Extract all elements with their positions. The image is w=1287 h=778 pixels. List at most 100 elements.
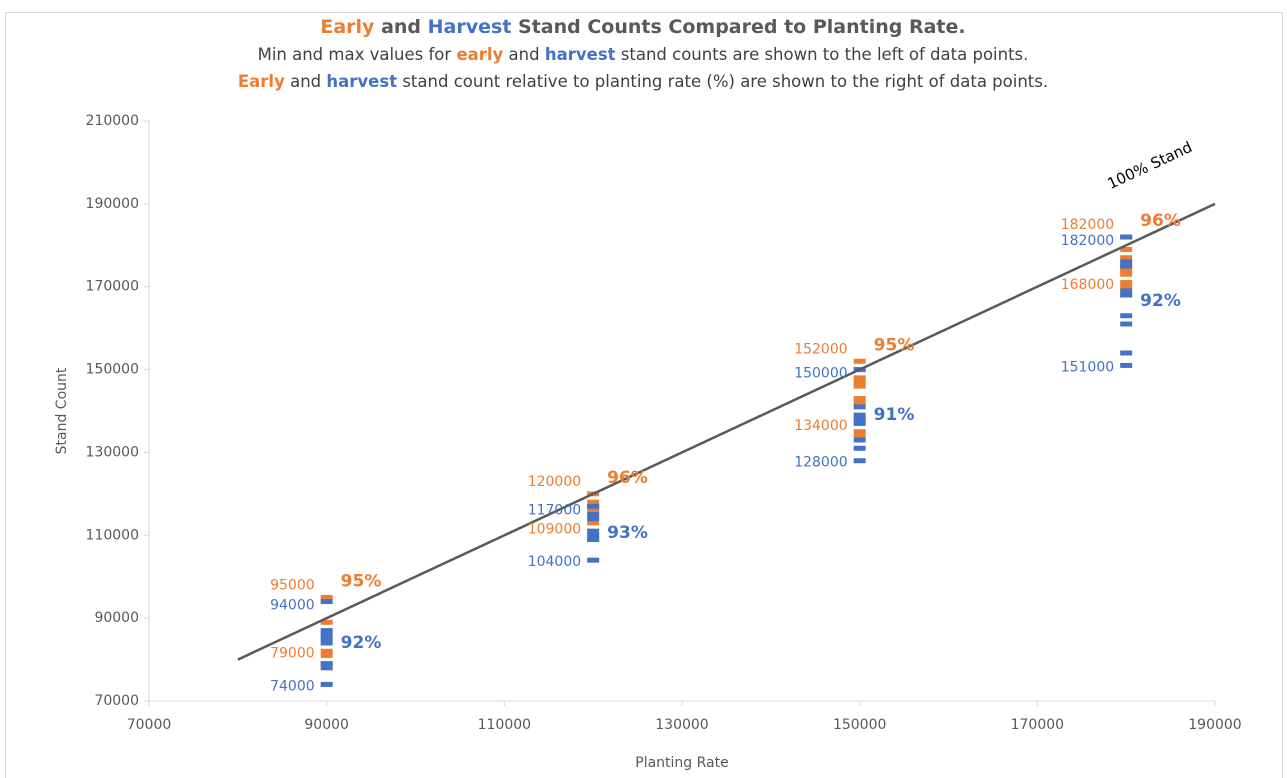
point [853,416,866,422]
point [853,458,866,464]
subtitle-rest: stand counts are shown to the left of da… [616,45,1029,64]
x-tick-label: 70000 [127,717,172,733]
point [853,375,866,381]
point [320,661,333,667]
harvest-pct-label: 92% [341,633,382,653]
point [587,532,600,538]
subtitle-early: early [456,45,503,64]
point [1120,313,1133,319]
point [320,652,333,658]
early-min-label: 79000 [270,646,315,662]
harvest-min-label: 151000 [1061,359,1114,375]
subtitle-rest: stand count relative to planting rate (%… [397,72,1048,91]
harvest-max-label: 94000 [270,598,315,614]
point [1120,259,1133,265]
point [853,400,866,406]
harvest-max-label: 117000 [528,502,581,518]
harvest-pct-label: 91% [874,405,915,425]
point [1120,292,1133,298]
subtitle-harvest: harvest [326,72,397,91]
point [587,516,600,522]
subtitle-and: and [503,45,545,64]
point [853,445,866,451]
y-tick-label: 170000 [86,279,139,295]
harvest-min-label: 74000 [270,678,315,694]
subtitle-a: Min and max values for [258,45,457,64]
chart-title: Early and Harvest Stand Counts Compared … [320,16,965,38]
early-pct-label: 96% [1140,211,1181,231]
title-rest: Stand Counts Compared to Planting Rate. [511,16,965,38]
title-and: and [374,16,427,38]
point [587,528,600,534]
early-max-label: 152000 [794,341,847,357]
point [1120,280,1133,286]
reference-line [237,202,1216,661]
subtitle: Early and harvest stand count relative t… [238,72,1048,91]
harvest-pct-label: 92% [1140,291,1181,311]
point [1120,263,1133,269]
point [853,404,866,410]
harvest-max-label: 150000 [794,366,847,382]
point [1120,234,1133,240]
point [853,437,866,443]
harvest-pct-label: 93% [607,523,648,543]
subtitle-harvest: harvest [545,45,616,64]
point [853,383,866,389]
y-tick-label: 130000 [86,444,139,460]
y-tick-label: 110000 [86,527,139,543]
point [853,396,866,402]
y-axis-label: Stand Count [54,367,70,454]
point [1120,271,1133,277]
point [587,557,600,563]
point [320,681,333,687]
chart-border [5,12,1283,778]
point [853,429,866,435]
point [1120,350,1133,356]
x-tick-label: 170000 [1011,717,1064,733]
point [853,433,866,439]
point [853,358,866,364]
point [853,420,866,426]
point [587,512,600,518]
point [320,599,333,605]
point [587,520,600,526]
point [1120,362,1133,368]
point [1120,321,1133,327]
x-tick-label: 130000 [655,717,708,733]
point [587,507,600,513]
point [853,412,866,418]
x-tick-label: 190000 [1188,717,1241,733]
point [1120,246,1133,252]
subtitle: Min and max values for early and harvest… [258,45,1029,64]
y-tick-label: 210000 [86,113,139,129]
point [320,619,333,625]
early-min-label: 109000 [528,521,581,537]
subtitle-and: and [285,72,327,91]
early-pct-label: 95% [874,335,915,355]
x-tick-label: 150000 [833,717,886,733]
x-axis-label: Planting Rate [635,755,728,771]
early-pct-label: 96% [607,468,648,488]
y-tick-label: 70000 [94,693,139,709]
point [1120,255,1133,261]
subtitle-early: Early [238,72,285,91]
early-min-label: 168000 [1061,277,1114,293]
early-max-label: 95000 [270,577,315,593]
point [320,628,333,634]
early-max-label: 182000 [1061,217,1114,233]
point [320,640,333,646]
point [587,536,600,542]
early-pct-label: 95% [341,571,382,591]
point [853,379,866,385]
y-tick-label: 190000 [86,196,139,212]
point [1120,288,1133,294]
point [1120,284,1133,290]
harvest-min-label: 128000 [794,455,847,471]
point [320,594,333,600]
y-tick-label: 150000 [86,362,139,378]
early-max-label: 120000 [528,474,581,490]
harvest-max-label: 182000 [1061,233,1114,249]
point [320,648,333,654]
point [1120,267,1133,273]
